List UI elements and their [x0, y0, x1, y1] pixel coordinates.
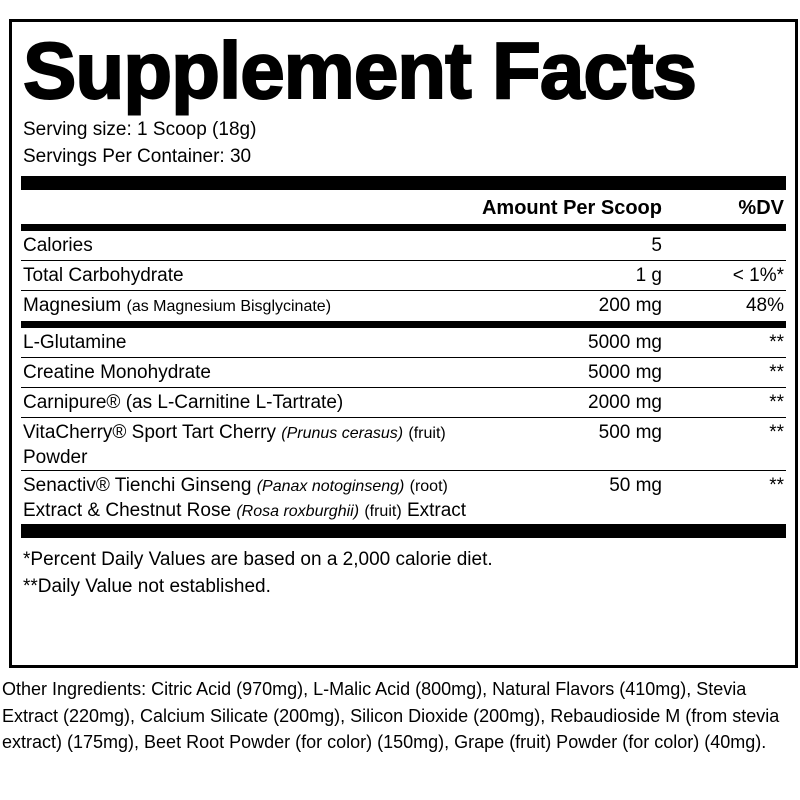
- name-part: VitaCherry® Sport Tart Cherry: [23, 422, 276, 443]
- name-part: (root): [409, 478, 448, 495]
- nutrient-row: Calories 5: [21, 231, 786, 261]
- name-part: (Panax notoginseng): [256, 478, 405, 495]
- nutrient-row: L-Glutamine 5000 mg **: [21, 328, 786, 358]
- name-part: Total Carbohydrate: [23, 265, 184, 286]
- rows: Calories 5 Total Carbohydrate 1 g < 1%* Magne…: [12, 231, 795, 524]
- nutrient-name: Calories: [23, 234, 473, 258]
- name-part: (Rosa roxburghii): [236, 503, 360, 520]
- name-part: Extract & Chestnut Rose: [23, 500, 232, 521]
- nutrient-name: Total Carbohydrate: [23, 264, 473, 288]
- title: Supplement Facts: [22, 25, 698, 116]
- header-row: Amount Per Scoop %DV: [21, 190, 786, 224]
- daily-value: 48%: [745, 295, 784, 316]
- nutrient-name: Carnipure® (as L-Carnitine L-Tartrate): [23, 391, 473, 415]
- name-part: (as Magnesium Bisglycinate): [126, 298, 332, 315]
- footnote: **Daily Value not established.: [23, 576, 271, 597]
- daily-value: **: [769, 362, 784, 383]
- divider: [21, 224, 786, 231]
- nutrient-row: Creatine Monohydrate 5000 mg **: [21, 358, 786, 388]
- footnotes: *Percent Daily Values are based on a 2,0…: [12, 546, 795, 600]
- nutrient-name: Creatine Monohydrate: [23, 361, 473, 385]
- header-dv: %DV: [738, 197, 784, 219]
- divider: [21, 321, 786, 328]
- nutrient-name: L-Glutamine: [23, 331, 473, 355]
- name-part: Calories: [23, 235, 93, 256]
- name-part: Creatine Monohydrate: [23, 362, 211, 383]
- nutrient-name: VitaCherry® Sport Tart Cherry (Prunus ce…: [23, 421, 473, 470]
- daily-value: **: [769, 422, 784, 443]
- name-part: (Prunus cerasus): [281, 425, 404, 442]
- nutrient-row: Senactiv® Tienchi Ginseng (Panax notogin…: [21, 471, 786, 524]
- daily-value: **: [769, 475, 784, 496]
- amount: 5000 mg: [588, 362, 662, 383]
- name-part: L-Glutamine: [23, 332, 127, 353]
- nutrient-name: Senactiv® Tienchi Ginseng (Panax notogin…: [23, 474, 473, 524]
- name-part: Carnipure® (as L-Carnitine L-Tartrate): [23, 392, 344, 413]
- nutrient-row: VitaCherry® Sport Tart Cherry (Prunus ce…: [21, 418, 786, 471]
- nutrient-row: Magnesium (as Magnesium Bisglycinate) 200…: [21, 291, 786, 321]
- name-part: Powder: [23, 447, 88, 468]
- name-part: Extract: [406, 500, 467, 521]
- facts-panel: Supplement Facts Serving size: 1 Scoop (…: [9, 19, 798, 668]
- nutrient-name: Magnesium (as Magnesium Bisglycinate): [23, 294, 473, 319]
- nutrient-row: Carnipure® (as L-Carnitine L-Tartrate) 20…: [21, 388, 786, 418]
- amount: 500 mg: [598, 422, 662, 443]
- header-amount: Amount Per Scoop: [481, 197, 662, 219]
- amount: 5000 mg: [588, 332, 662, 353]
- amount: 200 mg: [598, 295, 662, 316]
- name-part: (fruit): [364, 503, 402, 520]
- daily-value: **: [769, 332, 784, 353]
- name-part: Senactiv® Tienchi Ginseng: [23, 475, 252, 496]
- amount: 1 g: [635, 265, 662, 286]
- footnote: *Percent Daily Values are based on a 2,0…: [23, 549, 493, 570]
- daily-value: < 1%*: [732, 265, 784, 286]
- daily-value: **: [769, 392, 784, 413]
- serving-size: Serving size: 1 Scoop (18g): [23, 119, 257, 140]
- amount: 2000 mg: [588, 392, 662, 413]
- divider: [21, 176, 786, 190]
- name-part: (fruit): [408, 425, 446, 442]
- servings-per-container: Servings Per Container: 30: [23, 146, 252, 167]
- divider: [21, 524, 786, 538]
- other-ingredients: Other Ingredients: Citric Acid (970mg), …: [2, 679, 780, 752]
- amount: 50 mg: [609, 475, 662, 496]
- name-part: Magnesium: [23, 295, 122, 316]
- amount: 5: [651, 235, 662, 256]
- nutrient-row: Total Carbohydrate 1 g < 1%*: [21, 261, 786, 291]
